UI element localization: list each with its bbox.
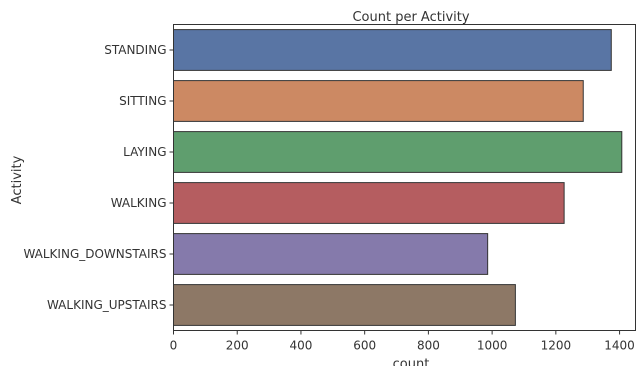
x-tick-label-1400: 1400 [604,339,635,353]
bar-standing [173,29,612,71]
y-tick-label-laying: LAYING [123,145,166,159]
bar-walking-downstairs [173,233,489,275]
bar-laying [173,131,623,173]
chart-title: Count per Activity [352,10,469,25]
plot-frame [173,24,636,331]
y-tick-label-walking-downstairs: WALKING_DOWNSTAIRS [23,247,166,261]
y-axis-label: Activity [10,155,25,204]
x-tick-label-1000: 1000 [477,339,508,353]
y-tick-label-walking: WALKING [111,196,167,210]
x-tick-label-1200: 1200 [541,339,572,353]
y-tick-labels: STANDING SITTING LAYING WALKING WALKING_DOWN… [23,43,174,312]
x-tick-label-600: 600 [353,339,376,353]
bar-walking [173,182,565,224]
x-axis-label: count [393,357,430,366]
x-tick-label-0: 0 [170,339,178,353]
bars-group [173,29,623,326]
bar-sitting [173,80,584,122]
bar-walking-upstairs [173,284,516,326]
x-tick-label-800: 800 [417,339,440,353]
x-tick-label-400: 400 [289,339,312,353]
x-tick-label-200: 200 [226,339,249,353]
x-tick-labels: 0 200 400 600 800 1000 1200 1400 [170,330,635,353]
y-tick-label-walking-upstairs: WALKING_UPSTAIRS [47,298,167,312]
y-tick-label-standing: STANDING [104,43,166,57]
y-tick-label-sitting: SITTING [119,94,166,108]
